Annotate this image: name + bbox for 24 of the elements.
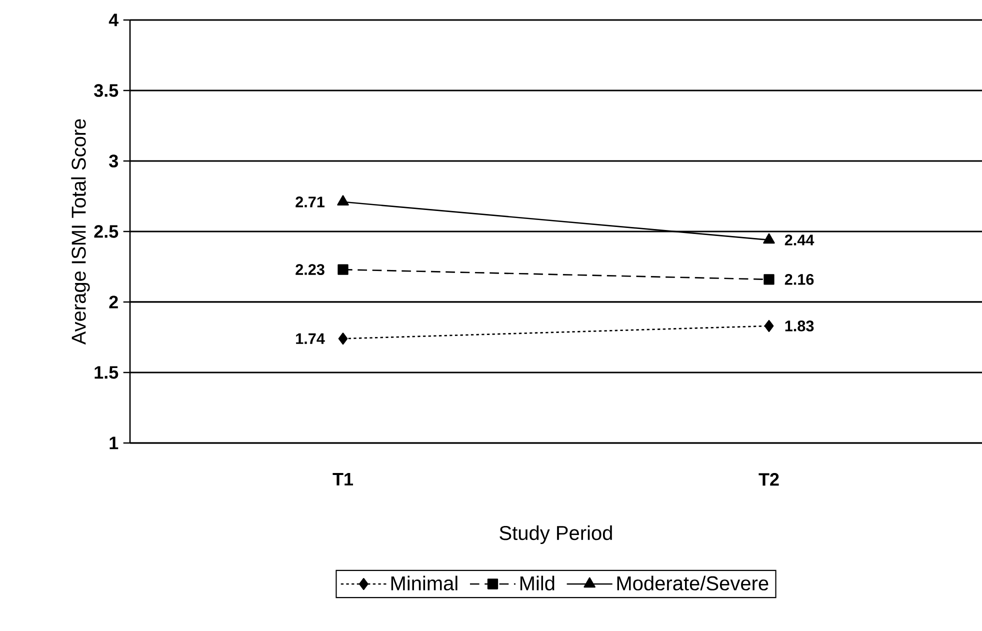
legend-label: Moderate/Severe <box>617 576 768 590</box>
data-label: 1.83 <box>785 320 814 332</box>
data-label: 2.16 <box>784 274 814 285</box>
x-tick-label: T2 <box>758 473 779 486</box>
point <box>338 332 348 345</box>
y-tick-label: 2 <box>109 296 118 308</box>
x-tick-label: T1 <box>332 473 354 486</box>
y-tick-label: 3.5 <box>94 84 118 97</box>
x-axis-title: Study Period <box>500 525 612 544</box>
point <box>338 264 348 275</box>
point <box>764 274 774 285</box>
data-label: 2.44 <box>784 234 814 246</box>
y-tick-label: 2.5 <box>94 225 118 238</box>
data-label: 2.23 <box>296 264 324 275</box>
data-label: 1.74 <box>296 333 325 344</box>
y-tick-label: 3 <box>109 154 118 168</box>
data-label: 2.71 <box>296 196 325 208</box>
y-tick-label: 1.5 <box>94 366 118 379</box>
legend-label: Minimal <box>391 576 458 590</box>
y-tick-label: 4 <box>108 14 119 26</box>
y-axis-title: Average ISMI Total Score <box>71 119 90 345</box>
y-tick-label: 1 <box>110 436 118 450</box>
point <box>764 320 774 332</box>
legend-label: Mild <box>520 576 554 590</box>
